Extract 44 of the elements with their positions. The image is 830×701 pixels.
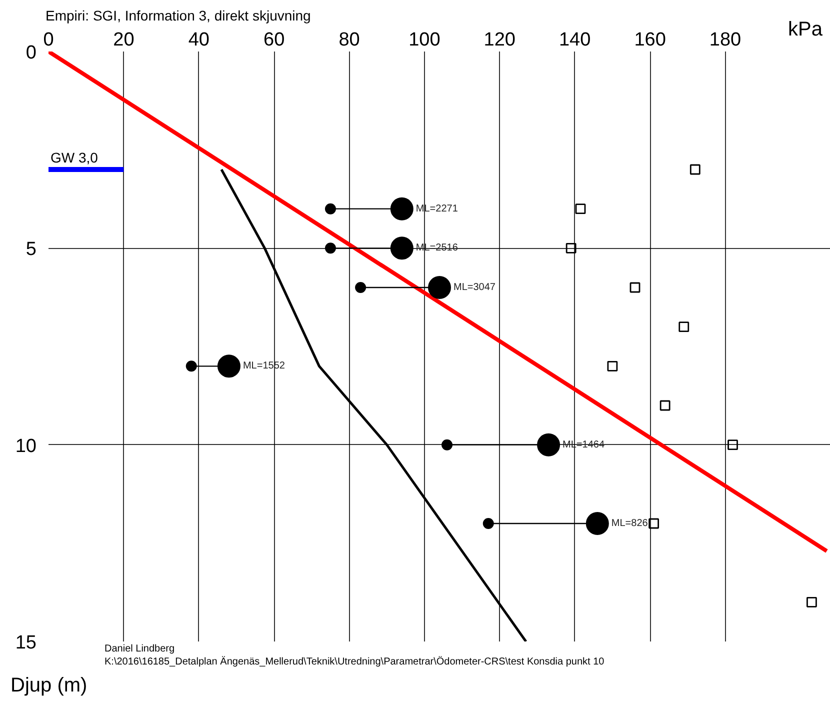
x-tick-label: 20 [113, 30, 134, 50]
x-tick-label: 180 [709, 30, 742, 50]
y-tick-label: 0 [26, 42, 37, 64]
point [428, 276, 451, 299]
y-tick-label: 5 [26, 239, 37, 260]
point [324, 242, 336, 254]
point [607, 360, 618, 372]
x-tick-label: 120 [484, 30, 516, 50]
chart-title: Empiri: SGI, Information 3, direkt skjuvning [46, 8, 311, 24]
point [390, 197, 414, 220]
point [648, 518, 659, 529]
x-axis-title: kPa [788, 18, 824, 40]
y-tick-label: 15 [15, 632, 37, 654]
x-tick-label: 40 [188, 30, 210, 50]
point [728, 440, 738, 450]
point [217, 354, 240, 378]
point [678, 322, 690, 332]
point [442, 439, 453, 450]
x-tick-label: 60 [264, 30, 285, 50]
x-tick-label: 80 [338, 30, 360, 50]
text: K:\2016\16185_Detalplan Ängenäs_Mellerud\Teknik\Utredning\Parametrar\Ödometer-CRS\test Konsdia punkt 10 [104, 656, 605, 668]
point [482, 518, 494, 529]
point [586, 512, 609, 535]
point [566, 242, 576, 254]
annotation: ML=826 [611, 518, 648, 529]
point [660, 400, 670, 411]
annotation: ML=3047 [454, 282, 496, 293]
point [355, 282, 366, 293]
point [630, 282, 640, 293]
x-tick-label: 100 [408, 30, 440, 50]
x-tick-label: 140 [558, 30, 591, 50]
x-tick-label: 160 [634, 30, 666, 50]
point [186, 360, 197, 372]
x-tick-label: 0 [43, 30, 54, 50]
text: Daniel Lindberg [104, 644, 175, 654]
point [575, 204, 586, 214]
y-axis-title: Djup (m) [10, 674, 88, 696]
point [537, 433, 560, 456]
point [806, 596, 817, 608]
series-label: GW 3,0 [50, 150, 98, 166]
y-tick-label: 10 [15, 436, 37, 457]
point [390, 236, 414, 260]
point [690, 164, 700, 175]
point [324, 203, 336, 214]
